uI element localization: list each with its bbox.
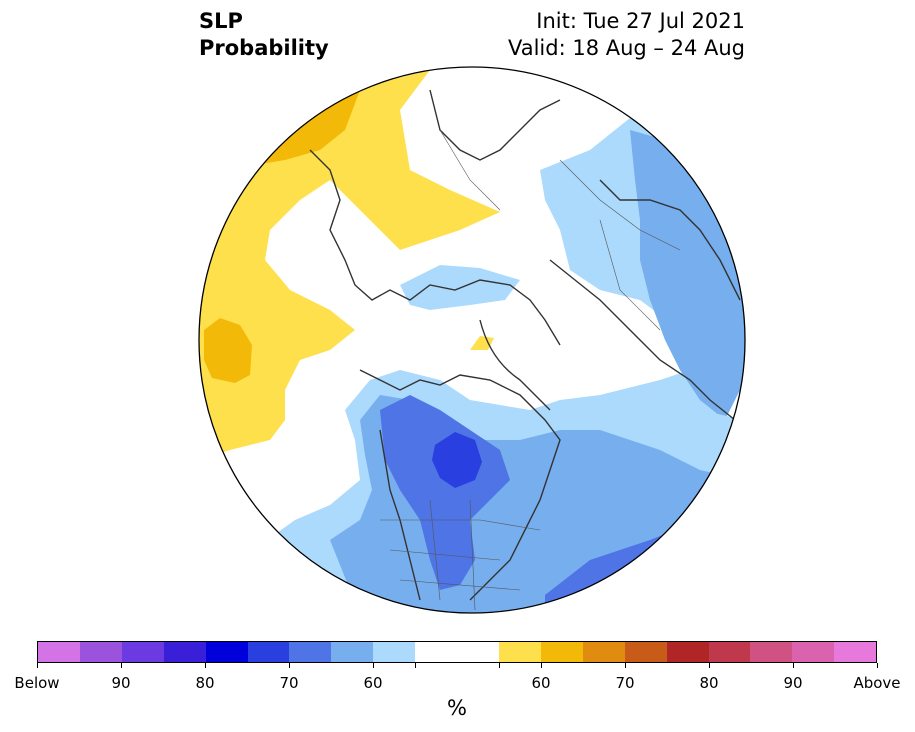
colorbar-segment — [121, 642, 164, 662]
title-variable: SLP — [199, 9, 243, 33]
coastlines — [309, 89, 741, 601]
forecast-info: Init: Tue 27 Jul 2021 Valid: 18 Aug – 24… — [508, 8, 745, 62]
above-normal-spot — [470, 336, 494, 350]
colorbar-tick — [624, 663, 626, 668]
colorbar-segment — [205, 642, 248, 662]
colorbar-tick-label: 60 — [531, 674, 551, 692]
probability-shading — [199, 67, 745, 613]
colorbar-segment — [750, 642, 793, 662]
colorbar-tick-label: 90 — [111, 674, 131, 692]
colorbar-segment — [792, 642, 835, 662]
title-type: Probability — [199, 36, 329, 60]
init-date: Init: Tue 27 Jul 2021 — [536, 9, 745, 33]
colorbar-tick — [876, 663, 878, 668]
colorbar-tick — [288, 663, 290, 668]
map-boundary-circle — [198, 66, 746, 614]
colorbar-tick-label: 60 — [363, 674, 383, 692]
colorbar-segment — [457, 642, 499, 662]
colorbar-tick-label: Above — [853, 674, 901, 692]
colorbar-tick-label: 70 — [279, 674, 299, 692]
colorbar-segment — [708, 642, 751, 662]
colorbar-segment — [834, 642, 877, 662]
colorbar-segment — [163, 642, 206, 662]
colorbar-tick — [498, 663, 500, 668]
colorbar-tick-label: 90 — [783, 674, 803, 692]
colorbar-segment — [373, 642, 416, 662]
below-70-region-canada — [380, 395, 510, 590]
colorbar-segment — [331, 642, 374, 662]
political-borders — [380, 129, 681, 611]
colorbar-tick — [204, 663, 206, 668]
colorbar-segment — [38, 642, 80, 662]
colorbar-tick-label: 80 — [699, 674, 719, 692]
colorbar-tick-label: 70 — [615, 674, 635, 692]
colorbar-segment — [540, 642, 583, 662]
colorbar-segment — [624, 642, 667, 662]
colorbar-tick — [120, 663, 122, 668]
colorbar-tick-label: 80 — [195, 674, 215, 692]
colorbar-segment — [498, 642, 541, 662]
colorbar-segment — [289, 642, 332, 662]
colorbar-segment — [247, 642, 290, 662]
colorbar-tick-label: Below — [14, 674, 60, 692]
colorbar-segment — [415, 642, 458, 662]
colorbar-segment — [666, 642, 709, 662]
above-normal-region — [199, 70, 500, 460]
colorbar-tick — [792, 663, 794, 668]
colorbar-segment — [582, 642, 625, 662]
above-60-region-pacific — [204, 318, 252, 383]
map-title: SLP Probability — [199, 8, 329, 62]
colorbar-tick — [540, 663, 542, 668]
probability-colorbar — [37, 641, 877, 663]
colorbar-unit-label: % — [447, 696, 467, 720]
colorbar-segment — [79, 642, 122, 662]
colorbar-tick — [372, 663, 374, 668]
polar-probability-map — [198, 66, 746, 614]
colorbar-tick — [708, 663, 710, 668]
colorbar-tick — [36, 663, 38, 668]
colorbar-tick — [414, 663, 416, 668]
below-80-region-hudson — [432, 432, 482, 488]
valid-period: Valid: 18 Aug – 24 Aug — [507, 36, 745, 60]
